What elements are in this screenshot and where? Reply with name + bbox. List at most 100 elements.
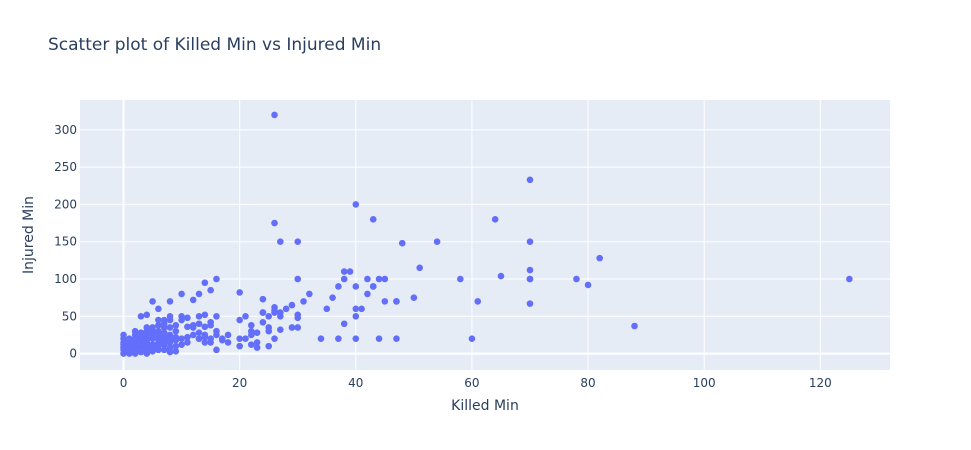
scatter-point[interactable]	[300, 298, 307, 305]
scatter-point[interactable]	[143, 311, 151, 319]
scatter-point[interactable]	[131, 327, 139, 335]
scatter-point[interactable]	[265, 324, 273, 331]
scatter-point[interactable]	[213, 312, 220, 320]
scatter-point[interactable]	[126, 335, 133, 342]
scatter-point[interactable]	[160, 329, 168, 337]
scatter-point[interactable]	[236, 316, 243, 324]
scatter-point[interactable]	[277, 238, 284, 246]
scatter-point[interactable]	[253, 344, 261, 351]
scatter-point[interactable]	[526, 300, 534, 307]
scatter-point[interactable]	[155, 341, 162, 348]
scatter-point[interactable]	[247, 331, 255, 339]
scatter-point[interactable]	[236, 342, 243, 350]
scatter-point[interactable]	[236, 335, 243, 342]
scatter-point[interactable]	[143, 327, 151, 335]
scatter-point[interactable]	[149, 331, 156, 339]
scatter-point[interactable]	[166, 298, 174, 305]
scatter-point[interactable]	[195, 312, 203, 320]
scatter-point[interactable]	[526, 176, 534, 184]
scatter-point[interactable]	[526, 238, 534, 246]
scatter-point[interactable]	[457, 275, 464, 283]
scatter-point[interactable]	[189, 331, 197, 339]
scatter-point[interactable]	[340, 320, 348, 328]
scatter-point[interactable]	[137, 329, 145, 337]
scatter-point[interactable]	[294, 275, 302, 283]
scatter-point[interactable]	[346, 268, 354, 275]
scatter-point[interactable]	[416, 264, 423, 272]
scatter-point[interactable]	[352, 305, 360, 313]
scatter-point[interactable]	[184, 323, 191, 331]
scatter-point[interactable]	[497, 272, 505, 280]
scatter-point[interactable]	[364, 275, 371, 283]
scatter-point[interactable]	[178, 341, 185, 348]
scatter-point[interactable]	[294, 314, 302, 322]
scatter-point[interactable]	[491, 216, 499, 223]
scatter-point[interactable]	[259, 309, 267, 316]
scatter-point[interactable]	[573, 275, 580, 283]
scatter-point[interactable]	[195, 290, 203, 298]
scatter-point[interactable]	[213, 346, 220, 354]
scatter-point[interactable]	[393, 335, 400, 342]
scatter-point[interactable]	[247, 321, 255, 329]
scatter-point[interactable]	[271, 219, 278, 227]
scatter-point[interactable]	[137, 312, 145, 320]
scatter-point[interactable]	[259, 295, 267, 303]
scatter-point[interactable]	[172, 333, 180, 341]
scatter-point[interactable]	[224, 339, 232, 346]
scatter-point[interactable]	[265, 342, 273, 350]
scatter-point[interactable]	[172, 342, 180, 350]
scatter-point[interactable]	[149, 298, 156, 305]
scatter-point[interactable]	[224, 331, 232, 339]
scatter-point[interactable]	[253, 329, 261, 337]
scatter-point[interactable]	[189, 296, 197, 304]
scatter-point[interactable]	[631, 322, 638, 330]
scatter-point[interactable]	[184, 314, 191, 322]
scatter-point[interactable]	[259, 318, 267, 326]
scatter-point[interactable]	[329, 294, 336, 301]
scatter-point[interactable]	[306, 290, 313, 298]
scatter-point[interactable]	[149, 344, 156, 351]
scatter-point[interactable]	[184, 333, 191, 341]
scatter-point[interactable]	[294, 324, 302, 331]
scatter-point[interactable]	[335, 283, 342, 290]
scatter-point[interactable]	[195, 320, 203, 328]
scatter-point[interactable]	[207, 339, 214, 346]
scatter-point[interactable]	[155, 327, 162, 335]
scatter-point[interactable]	[277, 312, 284, 320]
scatter-point[interactable]	[201, 323, 209, 331]
scatter-point[interactable]	[340, 268, 348, 275]
scatter-point[interactable]	[213, 275, 220, 283]
scatter-point[interactable]	[352, 201, 360, 208]
scatter-point[interactable]	[846, 275, 853, 283]
scatter-point[interactable]	[201, 331, 209, 339]
scatter-point[interactable]	[189, 324, 197, 331]
scatter-point[interactable]	[352, 312, 360, 320]
scatter-point[interactable]	[201, 311, 209, 319]
scatter-point[interactable]	[201, 339, 209, 346]
scatter-point[interactable]	[323, 305, 331, 313]
scatter-point[interactable]	[166, 338, 174, 345]
scatter-point[interactable]	[271, 111, 278, 119]
scatter-point[interactable]	[253, 339, 261, 346]
scatter-point[interactable]	[236, 289, 243, 296]
scatter-point[interactable]	[282, 305, 290, 313]
scatter-point[interactable]	[166, 331, 174, 339]
scatter-point[interactable]	[340, 275, 348, 283]
scatter-point[interactable]	[172, 348, 180, 355]
scatter-point[interactable]	[277, 326, 284, 334]
scatter-point[interactable]	[369, 216, 377, 223]
scatter-point[interactable]	[166, 312, 174, 320]
scatter-point[interactable]	[410, 294, 418, 301]
scatter-point[interactable]	[155, 321, 162, 329]
scatter-point[interactable]	[369, 283, 377, 290]
scatter-point[interactable]	[195, 329, 203, 337]
scatter-point[interactable]	[526, 275, 534, 283]
scatter-point[interactable]	[352, 335, 360, 342]
scatter-point[interactable]	[294, 238, 302, 246]
scatter-point[interactable]	[143, 336, 151, 344]
scatter-point[interactable]	[381, 298, 389, 305]
scatter-point[interactable]	[120, 331, 127, 339]
scatter-point[interactable]	[172, 321, 180, 329]
scatter-point[interactable]	[375, 275, 383, 283]
scatter-point[interactable]	[166, 324, 174, 331]
